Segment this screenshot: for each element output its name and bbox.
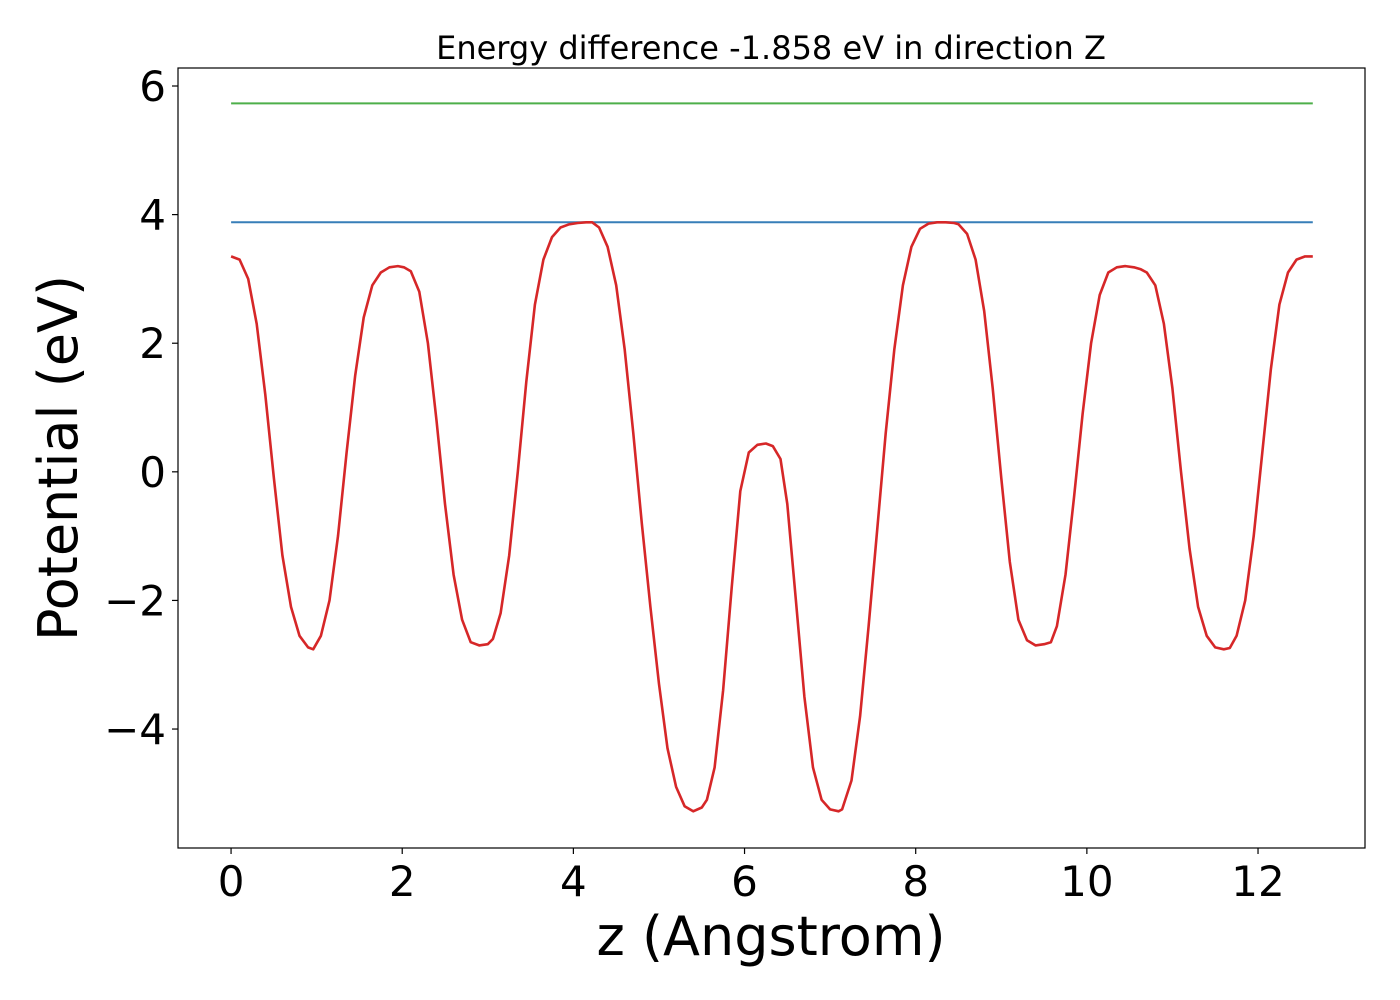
series-line-0	[230, 221, 1313, 813]
x-tick-label: 6	[731, 857, 758, 906]
y-axis-label: Potential (eV)	[27, 275, 90, 641]
x-axis-label: z (Angstrom)	[596, 905, 945, 968]
x-tick-label: 8	[902, 857, 929, 906]
y-axis-ticks: −4 −2 0 2 4 6	[104, 62, 178, 754]
y-tick-label: 2	[139, 319, 166, 368]
y-tick-label: 0	[139, 448, 166, 497]
x-tick-label: 4	[560, 857, 587, 906]
x-tick-label: 10	[1060, 857, 1113, 906]
x-tick-label: 2	[389, 857, 416, 906]
y-tick-label: 6	[139, 62, 166, 111]
plot-area-frame	[177, 67, 1366, 849]
series-layer	[230, 102, 1313, 813]
y-tick-label: 4	[139, 191, 166, 240]
x-tick-label: 0	[218, 857, 245, 906]
x-axis-ticks: 0 2 4 6 8 10 12	[218, 848, 1285, 906]
y-tick-label: −4	[104, 705, 166, 754]
y-tick-label: −2	[104, 576, 166, 625]
x-tick-label: 12	[1231, 857, 1284, 906]
chart-title: Energy difference -1.858 eV in direction…	[436, 29, 1106, 67]
